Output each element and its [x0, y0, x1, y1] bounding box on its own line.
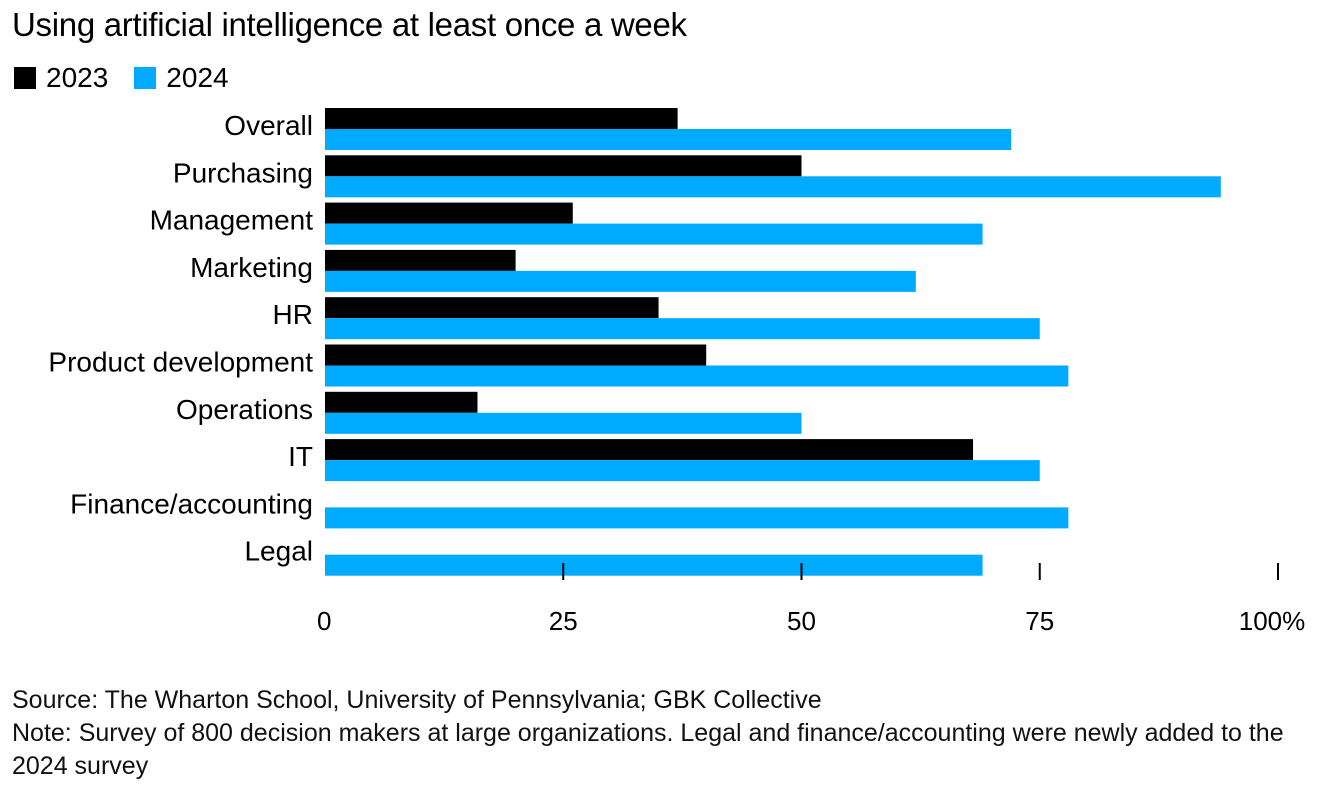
category-label: HR: [273, 299, 313, 330]
bar-2024-overall: [325, 129, 1012, 150]
bar-2023-management: [325, 202, 573, 224]
legend-swatch-2023: [14, 67, 36, 89]
legend-label-2023: 2023: [46, 62, 109, 93]
source-note: Source: The Wharton School, University o…: [12, 686, 822, 714]
x-tick-label: 25: [549, 606, 578, 636]
bar-2023-hr: [325, 297, 659, 319]
x-tick-label: 100%: [1239, 606, 1306, 636]
legend-label-2024: 2024: [166, 62, 229, 93]
category-label: Product development: [48, 347, 313, 378]
legend-item-2024: 2024: [134, 62, 229, 94]
bar-2024-legal: [325, 554, 983, 576]
bar-2024-purchasing: [325, 176, 1221, 198]
bar-2024-product-development: [325, 365, 1069, 387]
category-label: Finance/accounting: [70, 488, 313, 519]
category-label: Purchasing: [173, 157, 313, 188]
bar-2023-overall: [325, 108, 678, 129]
chart-title: Using artificial intelligence at least o…: [12, 6, 687, 43]
category-label: Management: [150, 205, 314, 236]
category-label: IT: [288, 441, 313, 472]
bar-2024-hr: [325, 318, 1040, 340]
bar-2024-it: [325, 460, 1040, 482]
x-tick-label: 50: [787, 606, 816, 636]
legend-swatch-2024: [134, 67, 157, 89]
bar-2023-purchasing: [325, 155, 802, 177]
bar-2024-finance-accounting: [325, 507, 1069, 529]
chart-legend: 2023 2024: [14, 62, 255, 94]
x-tick-label: 0: [317, 606, 331, 636]
chart-footer: Source: The Wharton School, University o…: [12, 684, 1302, 783]
bar-2024-marketing: [325, 270, 916, 292]
bar-2023-product-development: [325, 344, 707, 366]
legend-item-2023: 2023: [14, 62, 108, 94]
survey-note: Note: Survey of 800 decision makers at l…: [12, 719, 1284, 780]
category-label: Overall: [224, 110, 313, 141]
x-tick-label: 75: [1025, 606, 1054, 636]
bar-2023-marketing: [325, 249, 516, 271]
bar-chart: Overall Purchasing Management Marketing HR Pr…: [48, 108, 1306, 636]
category-label: Operations: [176, 394, 313, 425]
bar-2023-operations: [325, 391, 478, 413]
bar-2024-operations: [325, 412, 802, 434]
category-label: Marketing: [190, 252, 313, 283]
bar-2024-management: [325, 223, 983, 245]
bar-2023-it: [325, 439, 974, 461]
category-label: Legal: [244, 536, 313, 567]
